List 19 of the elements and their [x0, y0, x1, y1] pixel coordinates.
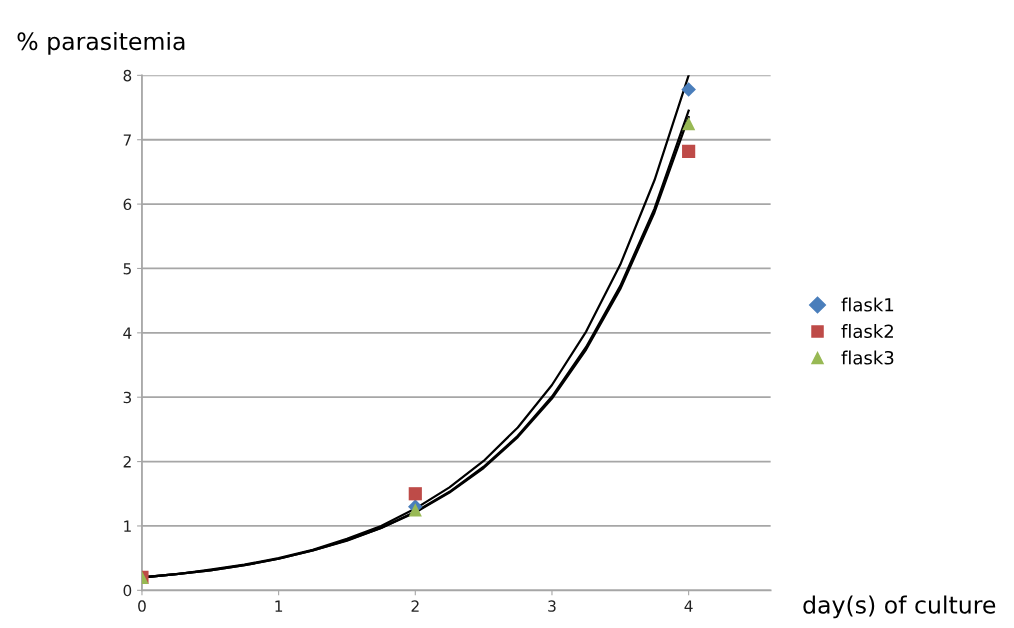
- y-tick-label: 7: [123, 134, 131, 146]
- y-axis-title: % parasitemia: [17, 31, 185, 55]
- x-tick-label: 4: [684, 600, 693, 612]
- y-tick-label: 8: [123, 69, 132, 82]
- y-tick-label: 0: [123, 584, 132, 597]
- x-tick-label: 3: [548, 600, 556, 612]
- y-tick-label: 5: [123, 263, 131, 275]
- x-tick-label: 1: [275, 600, 283, 612]
- x-tick-label: 0: [138, 600, 146, 612]
- x-axis-title: day(s) of culture: [803, 595, 996, 619]
- y-tick-label: 2: [123, 456, 131, 468]
- legend-label: flask2: [841, 324, 893, 339]
- y-tick-label: 1: [124, 520, 131, 532]
- y-tick-label: 4: [123, 327, 132, 339]
- legend-label: flask3: [841, 350, 894, 365]
- y-tick-label: 3: [123, 391, 132, 404]
- y-tick-label: 6: [123, 198, 132, 211]
- x-tick-label: 2: [411, 600, 419, 612]
- legend-label: flask1: [841, 297, 894, 312]
